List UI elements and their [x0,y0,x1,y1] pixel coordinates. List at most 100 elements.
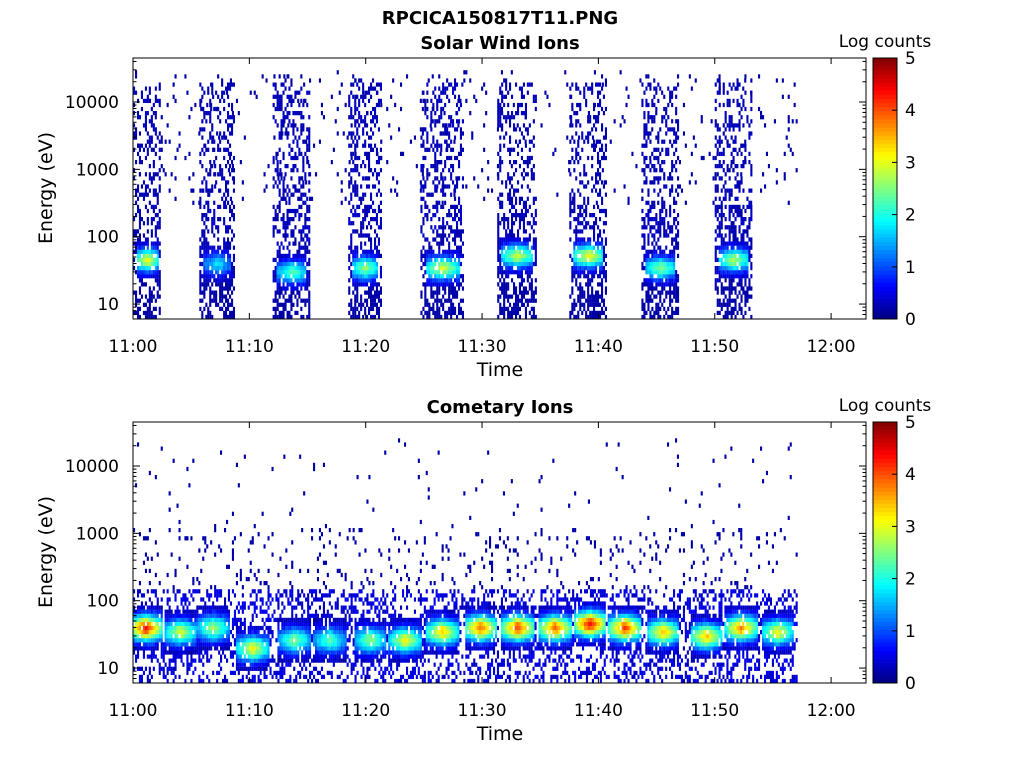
spectrogram-cell [675,200,678,205]
spectrogram-cell [497,245,500,250]
spectrogram-cell [507,245,510,250]
spectrogram-cell [661,270,664,275]
spectrogram-cell [156,257,159,263]
spectrogram-cell [728,82,731,87]
spectrogram-cell [370,298,373,303]
spectrogram-cell [360,200,363,205]
spectrogram-cell [501,111,504,116]
spectrogram-cell [716,123,719,128]
spectrogram-cell [308,225,311,230]
spectrogram-cells [133,70,798,320]
spectrogram-cell [362,176,365,181]
spectrogram-cell [597,282,600,287]
spectrogram-cell [627,200,630,205]
spectrogram-cell [528,123,531,128]
spectrogram-cell [459,135,462,140]
spectrogram-cell [362,270,365,275]
spectrogram-cell [428,274,431,279]
spectrogram-cell [215,90,218,95]
spectrogram-cell [356,164,359,169]
spectrogram-cell [302,139,305,144]
spectrogram-cell [350,196,353,201]
spectrogram-cell [440,147,443,152]
spectrogram-cell [461,298,464,303]
spectrogram-cell [518,102,521,108]
spectrogram-cell [170,172,173,177]
spectrogram-cell [653,164,656,169]
spectrogram-cell [675,111,678,116]
spectrogram-cell [375,160,378,165]
spectrogram-cell [356,155,359,161]
spectrogram-cell [714,204,717,210]
spectrogram-cell [430,249,433,254]
spectrogram-cell [501,270,504,275]
spectrogram-cell [585,184,588,189]
spectrogram-cell [424,270,427,275]
spectrogram-cell [217,229,220,234]
colorbar-segment [873,192,897,197]
spectrogram-cell [526,270,529,275]
spectrogram-cell [422,196,425,201]
spectrogram-cell [430,278,433,283]
spectrogram-cell [604,192,607,197]
spectrogram-cell [424,213,427,218]
spectrogram-cell [278,286,281,291]
colorbar-segment [873,139,897,144]
spectrogram-cell [526,90,529,95]
spectrogram-cell [144,261,147,267]
spectrogram-cell [499,245,502,250]
spectrogram-cell [215,257,218,263]
spectrogram-cell [744,257,747,263]
spectrogram-cell [528,266,531,271]
colorbar-segment [873,90,897,96]
spectrogram-cell [450,286,453,291]
spectrogram-cell [593,310,596,316]
spectrogram-cell [734,196,737,201]
spectrogram-cell [501,82,504,87]
spectrogram-cell [520,241,523,246]
spectrogram-cell [673,217,676,222]
spectrogram-cell [726,225,729,230]
spectrogram-cell [499,106,502,112]
spectrogram-cell [133,229,136,234]
spectrogram-cell [655,266,658,271]
spectrogram-cell [643,302,646,307]
spectrogram-cell [742,229,745,234]
spectrogram-cell [364,94,367,99]
spectrogram-cell [647,253,650,259]
spectrogram-cell [352,310,355,316]
spectrogram-cell [200,106,203,112]
spectrogram-cell [290,261,293,267]
spectrogram-cell [522,257,525,263]
spectrogram-cell [655,302,658,307]
spectrogram-cell [290,229,293,234]
spectrogram-cell [645,131,648,136]
spectrogram-cell [718,135,721,140]
spectrogram-cell [501,90,504,95]
spectrogram-cell [203,229,206,234]
spectrogram-cell [517,237,520,242]
spectrogram-cell [677,233,680,238]
spectrogram-cell [647,233,650,238]
spectrogram-cell [740,172,743,177]
spectrogram-cell [528,253,531,259]
spectrogram-cell [428,261,431,267]
spectrogram-cell [744,310,747,316]
spectrogram-cell [510,164,513,169]
spectrogram-cell [231,282,234,287]
spectrogram-cell [278,200,281,205]
spectrogram-cell [354,168,357,173]
spectrogram-cell [370,147,373,152]
spectrogram-cell [621,115,624,120]
spectrogram-cell [507,90,510,95]
spectrogram-cell [499,286,502,291]
spectrogram-cell [499,135,502,140]
spectrogram-cell [207,278,210,283]
spectrogram-cell [280,127,283,132]
spectrogram-cell [765,151,768,157]
spectrogram-cell [364,266,367,271]
spectrogram-cell [458,286,461,291]
spectrogram-cell [379,298,382,303]
spectrogram-cell [532,217,535,222]
spectrogram-cell [604,106,607,112]
